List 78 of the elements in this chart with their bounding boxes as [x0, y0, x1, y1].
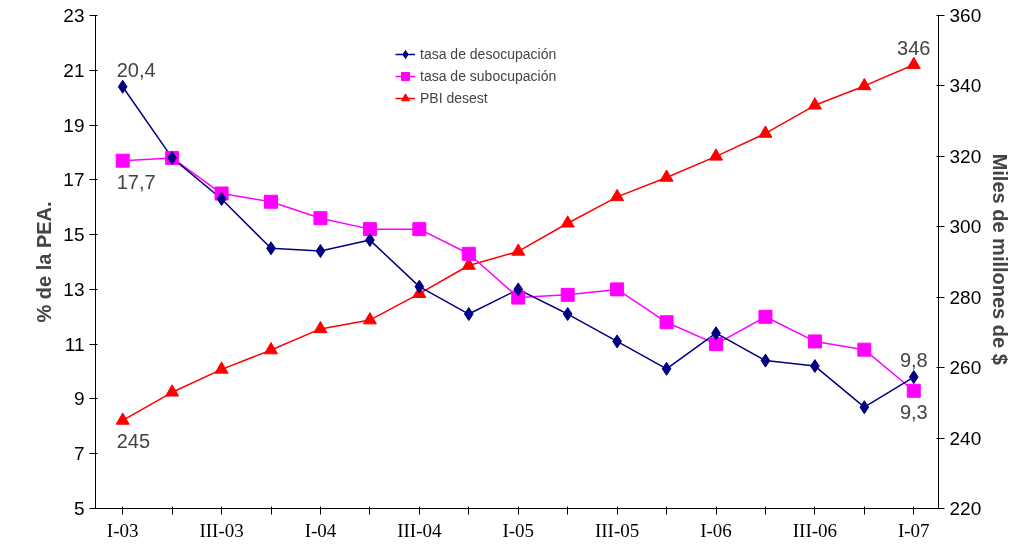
- data-label: 9,3: [899, 400, 928, 423]
- point: [709, 337, 724, 352]
- y-tick-label: 9: [73, 388, 85, 410]
- point: [758, 309, 773, 324]
- point: [362, 312, 377, 325]
- y2-tick-label: 240: [949, 427, 982, 449]
- y-tick-label: 17: [63, 169, 85, 191]
- point: [661, 361, 672, 376]
- legend-label: tasa de subocupación: [420, 68, 557, 84]
- y-tick-label: 11: [64, 333, 85, 355]
- point: [165, 384, 180, 397]
- y-tick-label: 19: [63, 114, 85, 136]
- y-tick-label: 15: [63, 224, 85, 246]
- y2-tick-label: 260: [949, 357, 982, 379]
- x-tick-label: I-07: [897, 519, 930, 541]
- point: [857, 77, 872, 91]
- point: [313, 320, 328, 334]
- y-axis-title: % de la PEA.: [33, 201, 56, 323]
- y2-tick-label: 320: [949, 145, 982, 167]
- point: [264, 194, 279, 209]
- point: [857, 342, 872, 357]
- point: [115, 412, 130, 425]
- y-tick-label: 21: [63, 59, 85, 81]
- point: [659, 315, 674, 330]
- point: [906, 56, 921, 70]
- point: [412, 222, 427, 237]
- x-tick-label: III-06: [792, 519, 838, 541]
- y2-tick-label: 280: [949, 286, 982, 308]
- data-label: 346: [897, 36, 931, 59]
- x-tick-label: III-05: [594, 519, 640, 541]
- point: [513, 282, 524, 297]
- point: [117, 79, 128, 94]
- point: [463, 307, 474, 322]
- data-label: 17,7: [116, 170, 156, 193]
- point: [511, 243, 526, 256]
- point: [906, 383, 921, 398]
- point: [562, 307, 573, 322]
- y2-tick-label: 340: [949, 75, 982, 97]
- y-tick-label: 13: [63, 278, 85, 300]
- data-label: 9,8: [899, 349, 928, 372]
- point: [560, 215, 575, 228]
- point: [908, 370, 919, 385]
- point: [709, 148, 724, 161]
- point: [362, 222, 377, 237]
- y-tick-label: 7: [73, 443, 85, 465]
- x-tick-label: I-06: [700, 519, 732, 541]
- x-tick-label: III-03: [199, 519, 244, 541]
- point: [659, 169, 674, 182]
- x-tick-label: III-04: [397, 519, 442, 541]
- point: [807, 97, 822, 110]
- point: [264, 342, 279, 355]
- point: [315, 244, 326, 259]
- point: [610, 282, 625, 297]
- legend-label: tasa de desocupación: [420, 46, 557, 62]
- point: [758, 125, 773, 138]
- x-tick-label: I-03: [106, 519, 139, 541]
- y2-tick-label: 360: [949, 5, 982, 26]
- x-tick-label: I-04: [304, 519, 337, 541]
- y-tick-label: 5: [73, 498, 85, 519]
- point: [560, 287, 575, 302]
- data-label: 245: [116, 430, 151, 453]
- point: [760, 353, 771, 368]
- point: [807, 334, 822, 349]
- point: [414, 279, 425, 294]
- y2-tick-label: 220: [949, 498, 982, 519]
- y-tick-label: 23: [63, 5, 85, 26]
- point: [313, 211, 328, 226]
- point: [115, 153, 130, 168]
- legend-label: PBI desest: [420, 90, 488, 106]
- point: [216, 192, 227, 207]
- point: [214, 361, 229, 374]
- y2-tick-label: 300: [949, 216, 982, 238]
- point: [461, 246, 476, 261]
- x-tick-label: I-05: [502, 519, 535, 541]
- data-label: 20,4: [116, 58, 156, 81]
- point: [859, 400, 870, 415]
- point: [610, 188, 625, 202]
- y2-axis-title: Miles de millones de $: [989, 153, 1012, 365]
